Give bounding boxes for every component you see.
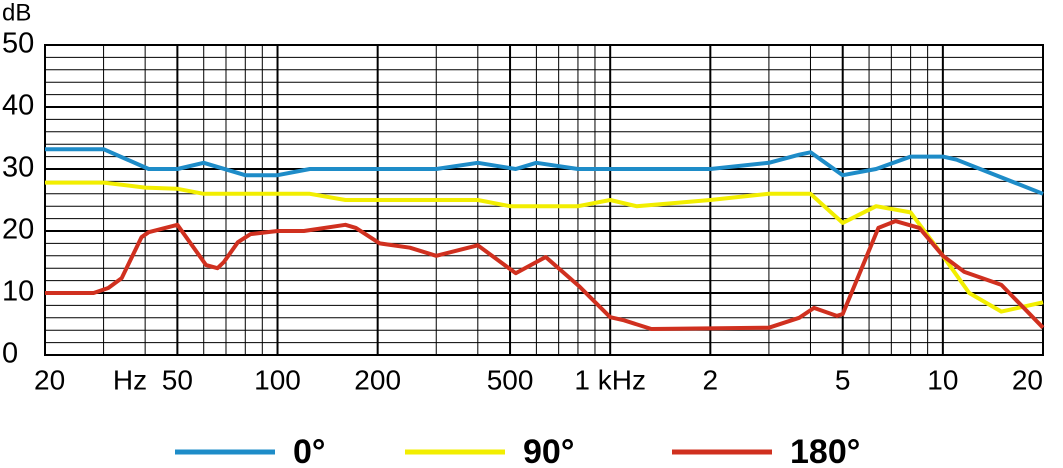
x-tick-label: 200 (354, 364, 401, 395)
series-line (45, 180, 1044, 314)
y-tick-label: 10 (2, 276, 34, 308)
x-tick-label: 20 (1012, 364, 1043, 395)
series-line (45, 219, 1045, 331)
x-tick-label: 100 (254, 364, 301, 395)
y-tick-label: 0 (2, 338, 18, 370)
x-tick-label: 1 kHz (574, 364, 646, 395)
x-tick-label: 10 (927, 364, 958, 395)
x-tick-label: 500 (487, 364, 534, 395)
y-tick-label: 50 (2, 28, 34, 60)
plot-border (44, 44, 1044, 356)
x-tick-label: 50 (162, 364, 193, 395)
y-tick-label: 40 (2, 90, 34, 122)
series-line (45, 147, 1044, 196)
legend-label: 180° (790, 433, 860, 468)
legend-label: 0° (293, 433, 326, 468)
x-tick-label: 20 (34, 364, 65, 395)
x-axis-unit: Hz (113, 364, 147, 395)
x-tick-label: 5 (835, 364, 851, 395)
y-axis-label: dB (2, 0, 31, 26)
legend-label: 90° (523, 433, 574, 468)
x-tick-label: 2 (703, 364, 719, 395)
y-tick-label: 20 (2, 214, 34, 246)
y-tick-label: 30 (2, 152, 34, 184)
